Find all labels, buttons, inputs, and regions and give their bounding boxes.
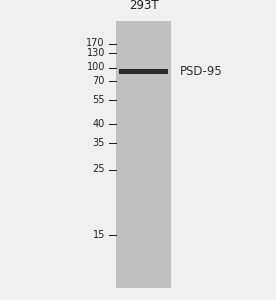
Text: 70: 70 [92, 76, 105, 86]
Text: 55: 55 [92, 95, 105, 105]
Bar [119, 69, 168, 74]
Text: 130: 130 [86, 48, 105, 59]
Text: 35: 35 [92, 137, 105, 148]
Text: 170: 170 [86, 38, 105, 49]
Text: 25: 25 [92, 164, 105, 175]
Bar [116, 21, 171, 288]
Text: 293T: 293T [129, 0, 158, 12]
Text: 100: 100 [86, 62, 105, 73]
Text: 15: 15 [92, 230, 105, 240]
Text: PSD-95: PSD-95 [179, 64, 222, 78]
Text: 40: 40 [93, 118, 105, 129]
